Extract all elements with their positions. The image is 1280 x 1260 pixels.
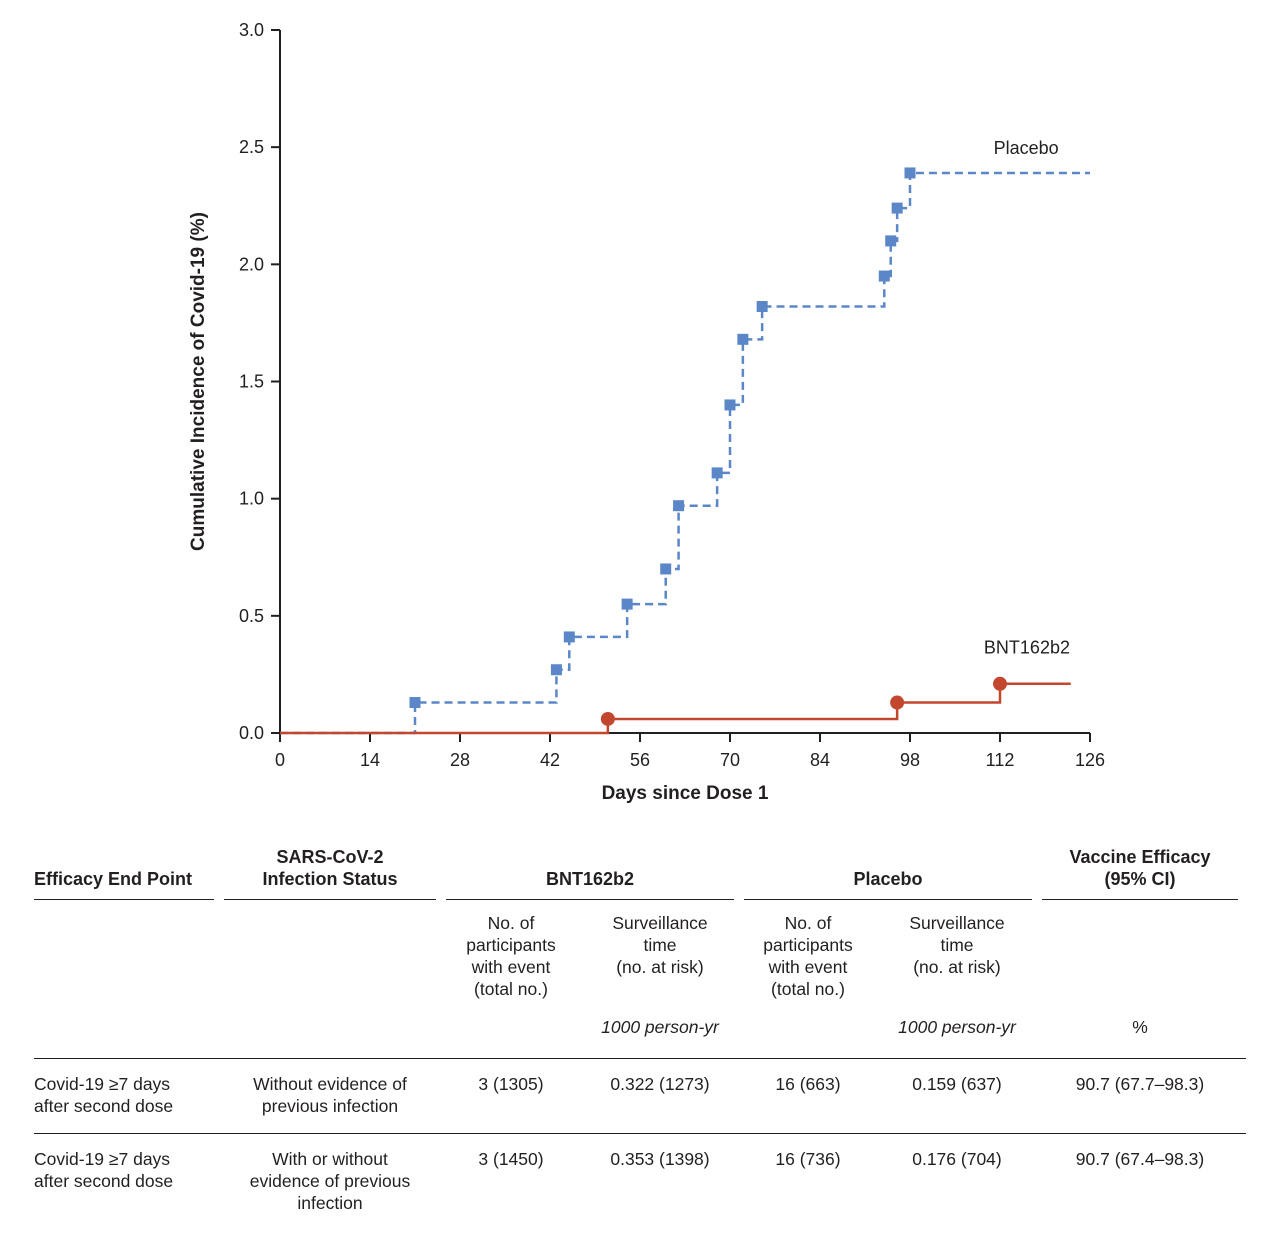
placebo-curve xyxy=(280,171,1090,735)
chart-area: 0.0 0.5 1.0 1.5 2.0 2.5 3.0 0 14 28 42 56 70 84 98 112 1… xyxy=(188,20,1105,804)
spacer xyxy=(1042,912,1238,1000)
col-header-placebo: Placebo xyxy=(744,828,1032,900)
spacer xyxy=(446,1016,576,1038)
bnt162b2-curve xyxy=(280,682,1071,735)
cell-infection-status: Without evidence of previous infection xyxy=(253,1074,407,1116)
event-marker-square xyxy=(550,664,562,676)
x-axis-title: Days since Dose 1 xyxy=(602,783,769,804)
cell-bnt-surveillance: 0.353 (1398) xyxy=(610,1149,710,1169)
x-tick-label: 112 xyxy=(986,750,1015,770)
axes xyxy=(279,30,1090,734)
table-row: Covid-19 ≥7 days after second dose With … xyxy=(34,1134,1246,1230)
spacer xyxy=(34,912,214,1000)
cell-placebo-events: 16 (736) xyxy=(775,1149,841,1169)
units-percent: % xyxy=(1132,1017,1148,1037)
table-rule xyxy=(34,1058,1246,1059)
cell-endpoint: Covid-19 ≥7 days after second dose xyxy=(34,1074,174,1116)
event-marker-square xyxy=(904,167,916,179)
x-tick-label: 84 xyxy=(810,750,830,770)
event-marker-square xyxy=(885,235,897,247)
event-marker-circle xyxy=(890,695,905,710)
figure-page: 0.0 0.5 1.0 1.5 2.0 2.5 3.0 0 14 28 42 56 70 84 98 112 1… xyxy=(0,20,1280,1230)
subheader-placebo-surveillance: Surveillance time (no. at risk) xyxy=(909,913,1005,977)
subheader-bnt-surveillance: Surveillance time (no. at risk) xyxy=(612,913,708,977)
y-tick-label: 0.5 xyxy=(239,606,264,626)
x-tick-label: 70 xyxy=(720,750,740,770)
x-tick-label: 42 xyxy=(540,750,560,770)
y-tick-label: 2.5 xyxy=(239,137,264,157)
event-marker-square xyxy=(724,399,736,411)
cell-infection-status: With or without evidence of previous inf… xyxy=(249,1149,411,1213)
units-placebo-person-yr: 1000 person-yr xyxy=(898,1017,1016,1037)
table-row: Covid-19 ≥7 days after second dose Witho… xyxy=(34,1059,1246,1133)
cell-bnt-surveillance: 0.322 (1273) xyxy=(610,1074,710,1094)
cell-placebo-surveillance: 0.159 (637) xyxy=(912,1074,1002,1094)
cell-placebo-events: 16 (663) xyxy=(775,1074,841,1094)
event-marker-square xyxy=(621,598,633,610)
cell-vaccine-efficacy: 90.7 (67.7–98.3) xyxy=(1075,1074,1205,1094)
table-rule xyxy=(34,1133,1246,1134)
event-marker-square xyxy=(673,500,685,512)
units-bnt-person-yr: 1000 person-yr xyxy=(601,1017,719,1037)
col-header-vaccine-efficacy: Vaccine Efficacy (95% CI) xyxy=(1042,828,1238,900)
x-tick-label: 98 xyxy=(900,750,920,770)
subheader-placebo-participants: No. of participants with event (total no… xyxy=(763,913,853,999)
x-tick-label: 126 xyxy=(1075,750,1105,770)
cell-bnt-events: 3 (1305) xyxy=(478,1074,544,1094)
y-tick-label: 2.0 xyxy=(239,254,264,274)
table-units-row: 1000 person-yr 1000 person-yr % xyxy=(34,1016,1246,1058)
bnt162b2-series-label: BNT162b2 xyxy=(984,637,1070,657)
spacer xyxy=(224,912,436,1000)
table-group-header-row: Efficacy End Point SARS-CoV-2 Infection … xyxy=(34,828,1246,900)
y-axis-title: Cumulative Incidence of Covid-19 (%) xyxy=(188,212,209,551)
spacer xyxy=(34,1016,214,1038)
y-tick-label: 1.5 xyxy=(239,372,264,392)
col-header-efficacy-end-point: Efficacy End Point xyxy=(34,828,214,900)
col-header-bnt162b2: BNT162b2 xyxy=(446,828,734,900)
col-header-infection-status: SARS-CoV-2 Infection Status xyxy=(224,828,436,900)
event-marker-square xyxy=(711,467,723,479)
event-marker-square xyxy=(660,563,672,575)
cell-bnt-events: 3 (1450) xyxy=(478,1149,544,1169)
cell-endpoint: Covid-19 ≥7 days after second dose xyxy=(34,1149,174,1191)
cell-placebo-surveillance: 0.176 (704) xyxy=(912,1149,1002,1169)
x-tick-label: 14 xyxy=(360,750,380,770)
event-marker-square xyxy=(756,301,768,313)
cumulative-incidence-chart: 0.0 0.5 1.0 1.5 2.0 2.5 3.0 0 14 28 42 56 70 84 98 112 1… xyxy=(188,20,1105,804)
placebo-series-label: Placebo xyxy=(994,138,1059,158)
efficacy-table: Efficacy End Point SARS-CoV-2 Infection … xyxy=(0,828,1280,1230)
x-tick-label: 56 xyxy=(630,750,650,770)
cell-vaccine-efficacy: 90.7 (67.4–98.3) xyxy=(1075,1149,1205,1169)
event-marker-square xyxy=(409,697,421,709)
event-marker-square xyxy=(737,333,749,345)
event-marker-circle xyxy=(600,711,615,726)
x-tick-label: 0 xyxy=(275,750,285,770)
spacer xyxy=(224,1016,436,1038)
y-tick-label: 1.0 xyxy=(239,489,264,509)
spacer xyxy=(744,1016,872,1038)
y-tick-label: 3.0 xyxy=(239,20,264,40)
event-marker-circle xyxy=(993,676,1007,691)
y-tick-label: 0.0 xyxy=(239,723,264,743)
x-tick-label: 28 xyxy=(450,750,470,770)
table-subheader-row: No. of participants with event (total no… xyxy=(34,900,1246,1000)
subheader-bnt-participants: No. of participants with event (total no… xyxy=(466,913,556,999)
event-marker-square xyxy=(878,270,890,282)
event-marker-square xyxy=(891,202,903,214)
event-marker-square xyxy=(563,631,575,643)
